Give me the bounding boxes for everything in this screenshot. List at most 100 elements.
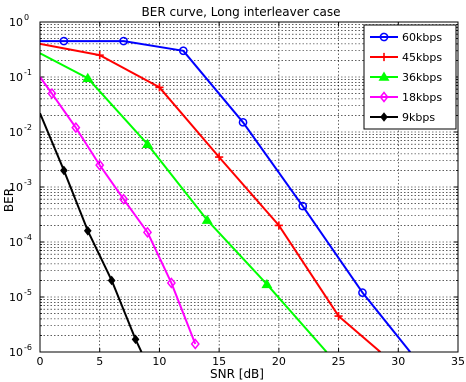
series-point-9kbps-shape (60, 165, 68, 176)
series-point-18kbps (71, 121, 81, 134)
series-point-18kbps-shape (119, 193, 129, 205)
series-point-60kbps (358, 288, 367, 297)
series-point-60kbps-shape (59, 36, 69, 46)
x-tick-label: 5 (96, 355, 103, 368)
series-point-36kbps (201, 214, 213, 224)
legend-marker (379, 52, 389, 62)
series-layer (40, 36, 411, 352)
series-point-60kbps (119, 36, 128, 46)
series-point-18kbps-shape (190, 338, 200, 350)
legend-marker-shape (379, 91, 389, 103)
legend-marker-shape (380, 112, 388, 122)
series-point-18kbps (119, 193, 129, 205)
series-point-9kbps-shape (83, 225, 92, 236)
series-point-9kbps (83, 225, 92, 236)
series-point-60kbps-shape (238, 117, 248, 127)
series-point-45kbps (334, 311, 343, 321)
series-point-45kbps-shape (155, 83, 164, 92)
series-point-9kbps-shape (131, 334, 140, 345)
y-tick-exponent: -6 (24, 343, 32, 352)
series-point-36kbps (261, 278, 273, 289)
series-point-45kbps (95, 51, 104, 60)
legend-label: 60kbps (402, 31, 442, 44)
series-point-36kbps (82, 72, 94, 83)
legend-marker (378, 71, 390, 81)
series-point-18kbps-shape (71, 121, 81, 134)
legend-item-18kbps: 18kbps (370, 91, 442, 104)
y-tick-label: 10 (9, 16, 23, 29)
legend-marker (379, 91, 389, 103)
series-line-36kbps (40, 52, 328, 352)
legend-label: 36kbps (402, 71, 442, 84)
series-point-60kbps (238, 117, 248, 127)
x-tick-label: 0 (37, 355, 44, 368)
x-tick-label: 25 (332, 355, 346, 368)
x-tick-label: 30 (391, 355, 405, 368)
series-point-45kbps-shape (95, 51, 104, 60)
series-point-60kbps-shape (119, 36, 128, 46)
y-tick-label: 10 (9, 71, 23, 84)
axes-frame (39, 21, 459, 353)
y-tick-label: 10 (9, 126, 23, 139)
series-point-60kbps (59, 36, 69, 46)
legend-marker (380, 112, 388, 122)
legend-item-60kbps: 60kbps (370, 31, 442, 44)
series-point-45kbps-shape (215, 152, 224, 162)
y-axis-label: BER (2, 188, 16, 212)
x-tick-label: 35 (451, 355, 465, 368)
series-line-60kbps (40, 40, 411, 352)
series-point-45kbps-shape (274, 221, 283, 230)
series-point-45kbps (155, 83, 164, 92)
legend-label: 18kbps (402, 91, 442, 104)
legend-item-45kbps: 45kbps (370, 51, 442, 64)
legend-marker (379, 32, 389, 42)
series-point-18kbps-shape (166, 277, 176, 289)
series-point-18kbps (142, 226, 153, 239)
series-point-36kbps-shape (201, 214, 213, 224)
series-point-18kbps-shape (142, 226, 153, 239)
y-tick-exponent: -3 (24, 178, 32, 187)
y-tick-label: 10 (9, 181, 23, 194)
y-tick-exponent: -2 (24, 123, 32, 132)
series-line-18kbps (40, 76, 197, 345)
series-point-18kbps (95, 159, 105, 171)
series-point-18kbps (166, 277, 176, 289)
series-point-45kbps-shape (334, 311, 343, 321)
series-point-18kbps (47, 87, 57, 100)
series-point-60kbps (178, 46, 188, 56)
series-point-9kbps (131, 334, 140, 345)
series-point-9kbps (107, 275, 116, 286)
legend-item-9kbps: 9kbps (370, 111, 435, 124)
series-point-45kbps (215, 152, 224, 162)
series-point-36kbps-shape (82, 72, 94, 83)
series-point-60kbps-shape (178, 46, 188, 56)
x-tick-label: 15 (212, 355, 226, 368)
series-point-60kbps-shape (298, 201, 308, 211)
y-tick-label: 10 (9, 291, 23, 304)
legend: 60kbps 45kbps 36kbps 18kbps 9kbps (363, 24, 457, 130)
legend-marker-shape (379, 52, 389, 62)
series-point-36kbps (142, 138, 153, 149)
plot-area: 0 5 10 15 20 25 30 3510-610-510-410-310-210-110… (9, 13, 465, 368)
y-tick-exponent: -1 (24, 68, 32, 77)
y-tick-label: 10 (9, 346, 23, 359)
x-tick-label: 10 (152, 355, 166, 368)
series-point-60kbps (298, 201, 308, 211)
series-point-36kbps-shape (261, 278, 273, 289)
series-point-18kbps (190, 338, 200, 350)
series-point-9kbps (60, 165, 68, 176)
y-tick-exponent: -4 (24, 233, 32, 242)
legend-label: 9kbps (402, 111, 435, 124)
legend-label: 45kbps (402, 51, 442, 64)
y-tick-exponent: 0 (24, 13, 29, 22)
series-point-60kbps-shape (358, 288, 367, 297)
legend-marker-shape (378, 71, 390, 81)
y-tick-label: 10 (9, 236, 23, 249)
legend-item-36kbps: 36kbps (370, 71, 442, 84)
series-point-18kbps-shape (47, 87, 57, 100)
series-point-9kbps-shape (107, 275, 116, 286)
chart-title: BER curve, Long interleaver case (142, 5, 341, 19)
legend-marker-shape (379, 32, 389, 42)
